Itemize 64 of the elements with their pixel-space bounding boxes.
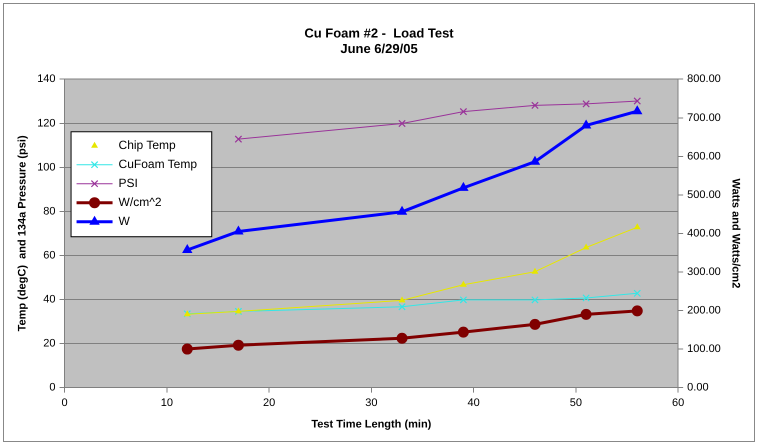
y-tick-label: 100 <box>37 161 56 174</box>
point <box>581 120 591 128</box>
y2-axis-title: Watts and Watts/cm2 <box>729 178 742 288</box>
y2-tick-label: 300.00 <box>687 266 721 278</box>
point <box>531 102 539 110</box>
point <box>532 268 538 274</box>
y-axis-title: Temp (degC) and 134a Pressure (psi) <box>16 135 29 332</box>
x-tick-label: 50 <box>570 397 582 410</box>
point <box>582 100 590 108</box>
y2-tick-label: 100.00 <box>687 343 721 356</box>
legend-label: CuFoam Temp <box>118 157 198 172</box>
y-tick-label: 0 <box>49 382 56 394</box>
legend-label: Chip Temp <box>118 138 176 152</box>
legend-label: W <box>118 214 131 228</box>
point <box>529 318 540 330</box>
point <box>632 106 642 114</box>
y-tick-label: 40 <box>43 294 56 306</box>
point <box>398 302 406 311</box>
point <box>182 244 192 253</box>
legend-label: PSI <box>118 176 138 190</box>
point <box>232 340 244 351</box>
point <box>182 344 193 355</box>
y-tick-label: 120 <box>37 117 56 130</box>
point <box>398 296 406 302</box>
y2-tick-label: 700.00 <box>687 112 721 124</box>
y-tick-label: 140 <box>37 73 56 86</box>
point <box>458 326 469 338</box>
y2-tick-label: 400.00 <box>687 227 721 240</box>
x-tick-label: 40 <box>467 397 480 410</box>
y-tick-label: 80 <box>43 205 56 218</box>
point <box>396 332 408 344</box>
point <box>458 182 468 191</box>
x-tick-label: 20 <box>262 397 276 410</box>
point <box>582 294 590 302</box>
y-tick-label: 60 <box>43 249 56 262</box>
point <box>397 206 407 215</box>
y2-tick-label: 600.00 <box>687 150 721 162</box>
y2-tick-label: 0.00 <box>687 382 709 394</box>
point <box>234 226 244 234</box>
legend-label: W/cm^2 <box>118 195 162 210</box>
point <box>634 224 640 230</box>
y-tick-label: 20 <box>43 338 56 350</box>
point <box>530 156 540 165</box>
x-tick-label: 60 <box>672 397 684 410</box>
point <box>580 308 592 320</box>
point <box>398 120 406 128</box>
point <box>583 244 590 250</box>
point <box>531 296 539 304</box>
point <box>632 305 643 316</box>
point <box>633 290 642 298</box>
chart-title: Cu Foam #2 - Load Test <box>304 25 454 40</box>
point <box>234 135 242 143</box>
x-tick-label: 0 <box>61 397 68 410</box>
x-tick-label: 30 <box>365 397 378 410</box>
y2-tick-label: 500.00 <box>687 188 721 201</box>
x-axis-title: Test Time Length (min) <box>311 418 432 430</box>
point <box>633 97 642 105</box>
x-tick-label: 10 <box>160 397 173 410</box>
y2-tick-label: 800.00 <box>687 73 721 86</box>
point <box>460 296 468 304</box>
y2-tick-label: 200.00 <box>687 304 721 317</box>
chart-subtitle: June 6/29/05 <box>340 40 418 56</box>
point <box>460 108 468 116</box>
point <box>460 281 466 287</box>
